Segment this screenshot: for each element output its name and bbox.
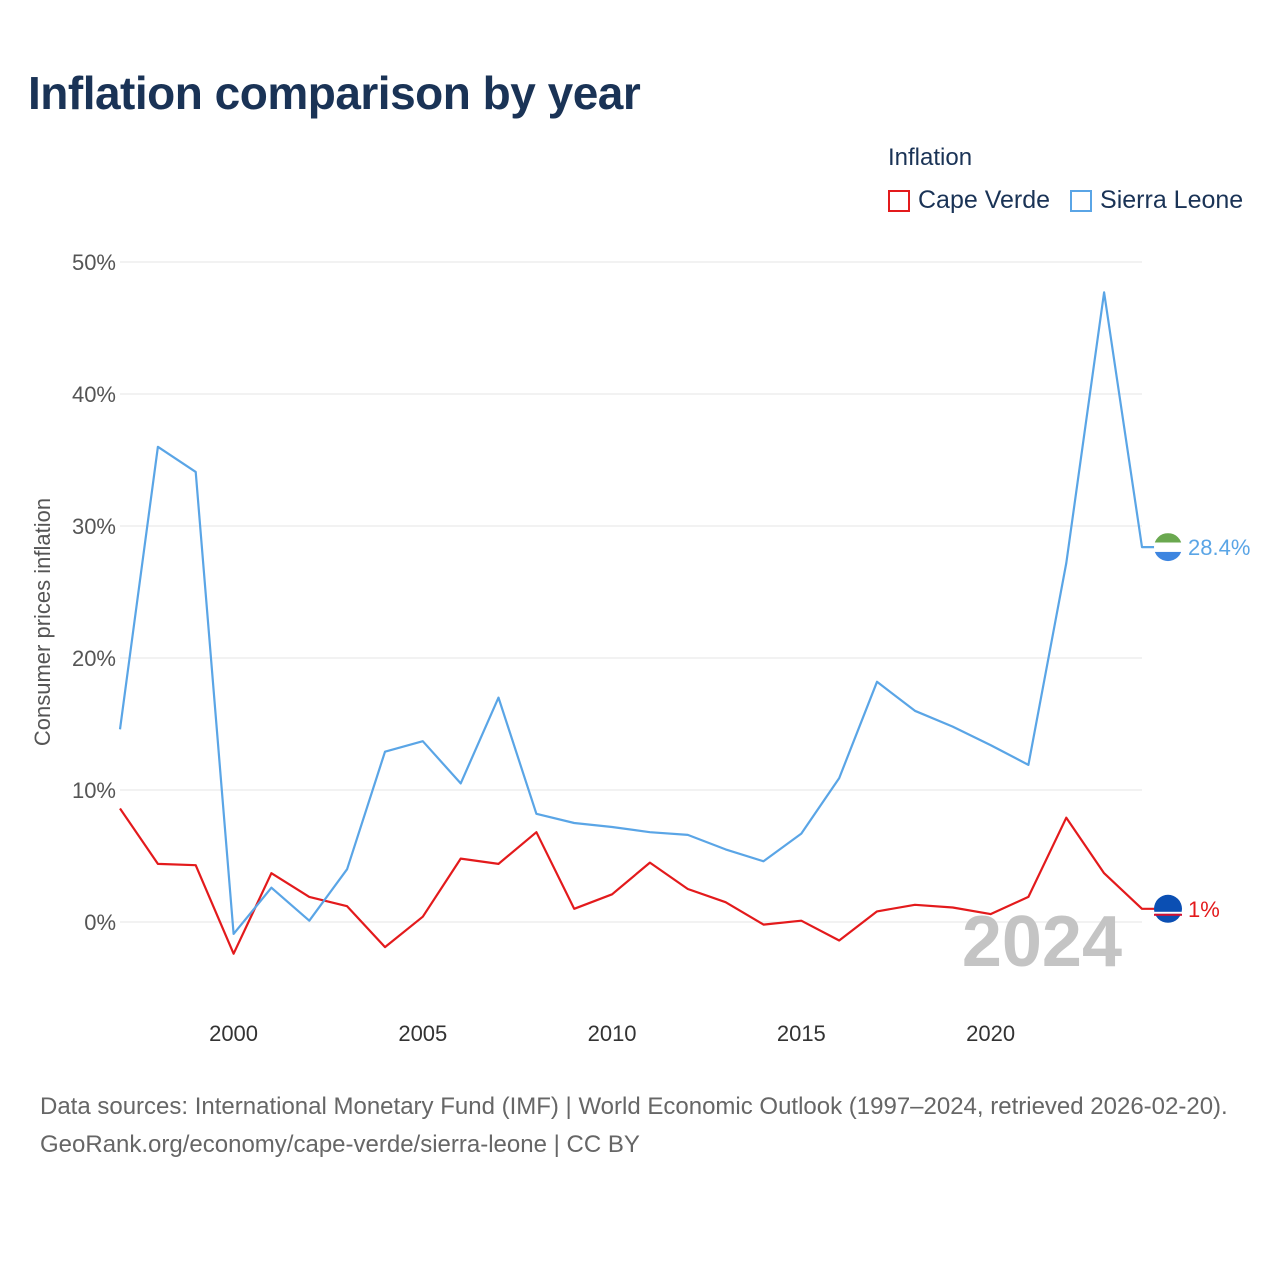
legend-swatch-cape-verde [888,189,910,212]
footer: Data sources: International Monetary Fun… [40,1088,1250,1164]
end-value-label-cape_verde: 1% [1188,897,1220,922]
legend: Cape Verde Sierra Leone [888,186,1243,215]
x-tick-label: 2015 [777,1021,826,1046]
year-watermark: 2024 [962,902,1122,982]
legend-title: Inflation [888,144,973,171]
attribution-link[interactable]: GeoRank.org/economy/cape-verde/sierra-le… [40,1131,640,1158]
x-tick-label: 2005 [398,1021,447,1046]
x-tick-label: 2000 [209,1021,258,1046]
y-tick-label: 40% [72,382,116,407]
flag-stripe-white [1154,911,1182,914]
series-line-cape_verde [119,807,1166,955]
y-tick-label: 10% [72,778,116,803]
legend-label-cape-verde: Cape Verde [918,186,1051,214]
data-sources-text: Data sources: International Monetary Fun… [40,1093,1228,1120]
x-tick-label: 2010 [588,1021,637,1046]
legend-swatch-sierra-leone [1070,189,1093,212]
end-value-label-sierra_leone: 28.4% [1188,535,1250,560]
y-tick-label: 20% [72,646,116,671]
flag-stripe-green [1154,533,1182,543]
y-tick-label: 50% [72,250,116,275]
legend-item-sierra-leone[interactable]: Sierra Leone [1070,186,1243,215]
flag-field-blue [1154,894,1182,923]
chart-title: Inflation comparison by year [28,67,641,119]
flag-stripe-white [1154,542,1182,552]
flag-stripe-blue [1154,551,1182,562]
y-tick-label: 0% [84,910,116,935]
legend-label-sierra-leone: Sierra Leone [1100,186,1244,214]
legend-item-cape-verde[interactable]: Cape Verde [888,186,1050,215]
line-chart: 0% 10% 20% 30% 40% 50% 2000 2005 2010 2015 2020 Con… [30,250,1250,1046]
x-tick-label: 2020 [966,1021,1015,1046]
flag-stripe-red [1154,913,1182,916]
series-line-sierra_leone [118,291,1166,936]
y-axis-label: Consumer prices inflation [30,498,55,746]
y-tick-label: 30% [72,514,116,539]
